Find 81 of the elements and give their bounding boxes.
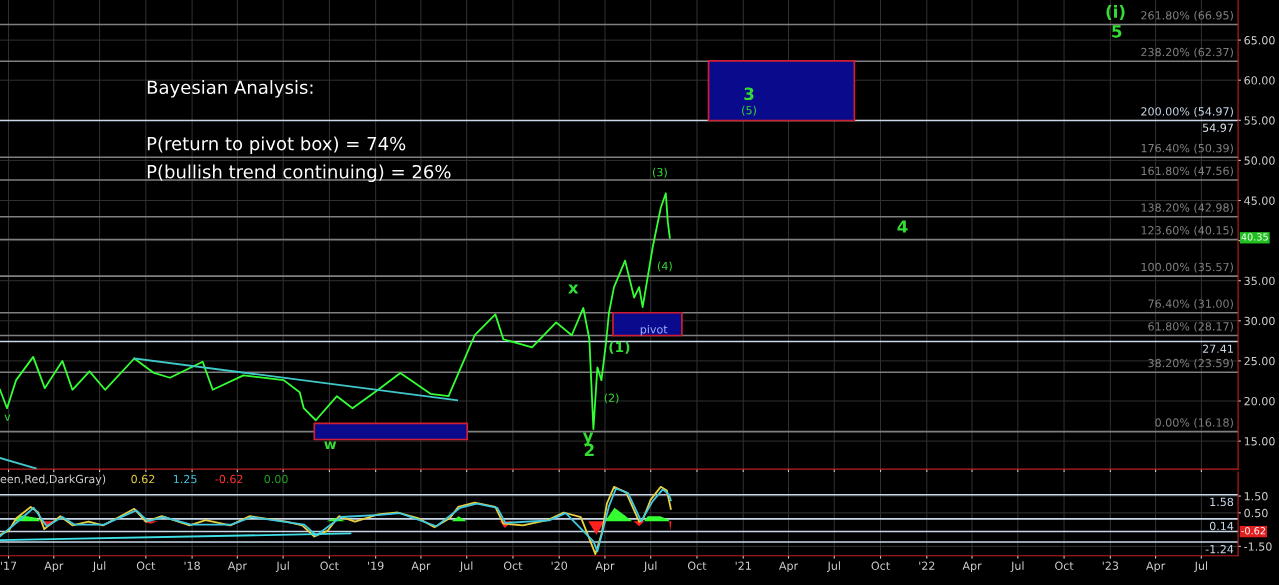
x-tick-label: Jul <box>1194 561 1208 572</box>
ref-line-label: 27.41 <box>1202 344 1233 353</box>
annotation: 0.00 <box>264 474 288 484</box>
annotation: (4) <box>657 261 672 272</box>
ref-line-label: 261.80% (66.95) <box>1141 10 1233 21</box>
annotation: 5 <box>1112 25 1122 38</box>
annotation: Bayesian Analysis: <box>147 80 313 98</box>
x-tick-label: Oct <box>320 561 339 570</box>
annotation: v <box>4 414 11 421</box>
annotation: (5) <box>742 105 756 116</box>
y-tick-label: 0.50 <box>1244 508 1268 518</box>
ref-line-label: 123.60% (40.15) <box>1141 225 1233 236</box>
y-tick-label: 60.00 <box>1244 76 1275 85</box>
annotation: (3) <box>652 167 667 178</box>
x-tick-label: Jul <box>275 561 289 572</box>
annotation: w <box>324 441 337 450</box>
x-tick-label: Apr <box>1146 561 1166 573</box>
x-tick-label: Jul <box>826 561 840 572</box>
y-tick-label: 55.00 <box>1244 116 1275 125</box>
x-tick-label: '19 <box>368 561 384 570</box>
x-tick-label: Oct <box>1055 561 1074 570</box>
ref-line-label: -1.24 <box>1205 544 1234 554</box>
x-tick-label: '23 <box>1102 561 1119 570</box>
annotation: (2) <box>604 393 619 404</box>
x-tick-label: '22 <box>919 561 935 570</box>
annotation: 40.35 <box>1241 233 1268 241</box>
ref-line-label: 238.20% (62.37) <box>1141 47 1233 58</box>
x-tick-label: '18 <box>184 561 200 570</box>
annotation: 4 <box>897 220 908 233</box>
y-tick-label: 15.00 <box>1244 437 1275 446</box>
annotation: pivot <box>640 324 668 336</box>
x-tick-label: Apr <box>962 561 982 573</box>
annotation: P(bullish trend continuing) = 26% <box>147 164 451 183</box>
annotation: 54.97 <box>1202 123 1233 132</box>
annotation: 1.25 <box>173 474 197 484</box>
annotation: -0.62 <box>215 474 243 484</box>
x-tick-label: Oct <box>688 561 707 570</box>
annotation: een,Red,DarkGray) <box>0 474 106 486</box>
x-tick-label: '17 <box>1 561 17 570</box>
y-tick-label: -1.50 <box>1244 542 1272 551</box>
ref-line-label: 61.80% (28.17) <box>1148 321 1233 332</box>
ref-line-label: 0.14 <box>1209 521 1234 531</box>
x-tick-label: '20 <box>551 561 568 570</box>
annotation: 3 <box>744 87 754 101</box>
annotation: (1) <box>609 341 630 354</box>
annotation: (i) <box>1106 5 1125 20</box>
y-tick-label: 1.50 <box>1244 492 1268 501</box>
y-tick-label: 65.00 <box>1244 36 1275 45</box>
ref-line-label: 200.00% (54.97) <box>1141 107 1233 117</box>
y-tick-label: 25.00 <box>1244 356 1275 366</box>
ref-line-label: 0.00% (16.18) <box>1155 418 1233 429</box>
annotation: -0.62 <box>1241 527 1266 535</box>
annotation: P(return to pivot box) = 74% <box>147 136 406 154</box>
ref-line-label: 161.80% (47.56) <box>1141 166 1233 177</box>
x-tick-label: Jul <box>1010 561 1024 572</box>
x-tick-label: Jul <box>459 561 473 572</box>
x-tick-label: Apr <box>411 561 431 573</box>
x-tick-label: Jul <box>643 561 657 572</box>
ref-line-label: 76.40% (31.00) <box>1148 299 1233 310</box>
y-tick-label: 45.00 <box>1244 196 1275 205</box>
y-tick-label: 35.00 <box>1244 276 1275 286</box>
x-tick-label: '21 <box>735 561 751 570</box>
x-tick-label: Apr <box>44 561 64 573</box>
x-tick-label: Oct <box>136 561 156 570</box>
annotation: 0.62 <box>131 474 155 484</box>
y-tick-label: 50.00 <box>1244 156 1275 165</box>
y-tick-label: 20.00 <box>1244 396 1275 406</box>
ref-line-label: 100.00% (35.57) <box>1141 262 1233 273</box>
ref-line-label: 1.58 <box>1210 497 1234 507</box>
x-tick-label: Apr <box>227 561 247 573</box>
x-tick-label: Apr <box>778 561 799 573</box>
x-tick-label: Jul <box>92 561 106 572</box>
ref-line-label: 38.20% (23.59) <box>1148 358 1233 369</box>
x-tick-label: Oct <box>503 561 523 570</box>
annotation: x <box>568 284 579 294</box>
y-tick-label: 30.00 <box>1244 316 1275 326</box>
ref-line-label: 138.20% (42.98) <box>1141 203 1233 214</box>
line-series <box>0 192 671 430</box>
x-tick-label: Oct <box>871 561 890 570</box>
ref-line-label: 176.40% (50.39) <box>1141 143 1233 154</box>
x-tick-label: Apr <box>595 561 615 573</box>
